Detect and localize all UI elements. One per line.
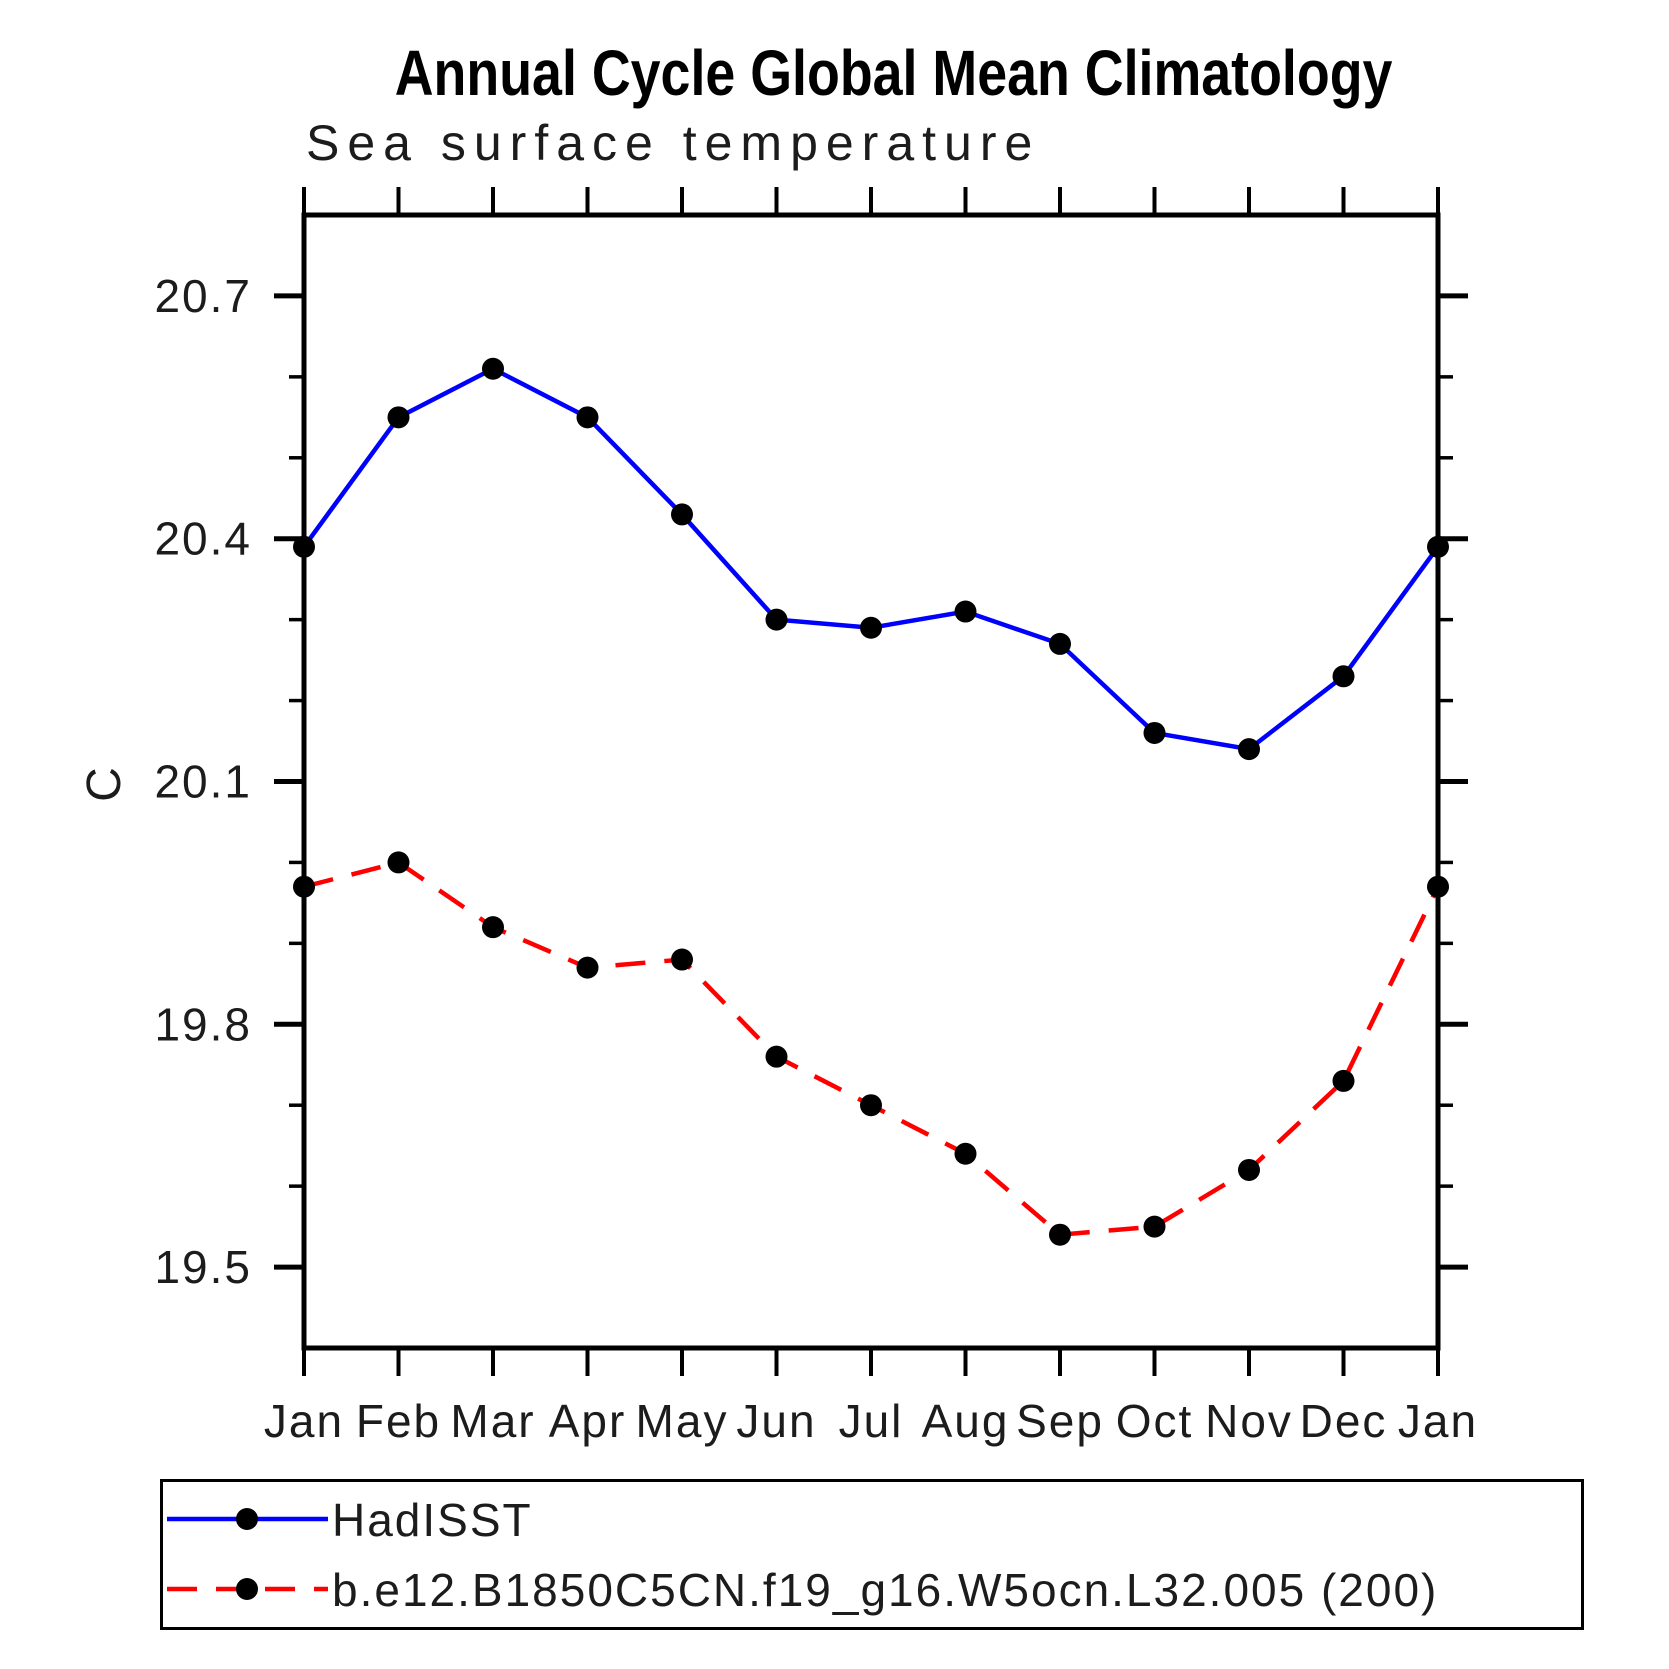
data-point-1-Apr <box>576 956 599 979</box>
data-point-1-Jan <box>293 875 315 898</box>
data-point-1-Jun <box>765 1045 788 1068</box>
data-point-1-Dec <box>1332 1069 1355 1092</box>
chart-title: Annual Cycle Global Mean Climatology <box>394 37 1393 109</box>
x-tick-label: Jul <box>839 1395 904 1447</box>
y-tick-label: 19.8 <box>154 998 252 1050</box>
legend-marker-hadisst <box>236 1508 258 1530</box>
y-tick-label: 20.1 <box>154 756 252 808</box>
legend-key-svg <box>167 1508 328 1600</box>
data-point-1-Nov <box>1238 1158 1260 1181</box>
data-point-1-Mar <box>482 916 504 939</box>
x-tick-label: Mar <box>450 1395 535 1447</box>
x-tick-label: Jan <box>264 1395 344 1447</box>
x-tick-label: Feb <box>356 1395 441 1447</box>
x-tick-label: Nov <box>1205 1395 1293 1447</box>
data-point-0-Feb <box>387 406 410 429</box>
data-point-0-Jul <box>860 616 882 639</box>
data-point-0-Oct <box>1143 721 1166 744</box>
data-point-1-Feb <box>387 851 410 874</box>
x-tick-label: May <box>636 1395 729 1447</box>
legend-label-model: b.e12.B1850C5CN.f19_g16.W5ocn.L32.005 (2… <box>332 1564 1439 1616</box>
data-point-1-Aug <box>954 1142 977 1165</box>
data-point-1-May <box>671 948 693 971</box>
x-tick-label: Jan <box>1398 1395 1478 1447</box>
series-line-0 <box>302 366 1440 752</box>
data-point-0-Mar <box>482 357 504 380</box>
y-tick-label: 20.7 <box>154 270 252 322</box>
legend: HadISST b.e12.B1850C5CN.f19_g16.W5ocn.L3… <box>160 1479 1584 1630</box>
data-point-0-Jan <box>1427 535 1449 558</box>
x-tick-label: Sep <box>1016 1395 1104 1447</box>
data-point-1-Oct <box>1143 1215 1166 1238</box>
data-point-1-Sep <box>1049 1223 1071 1246</box>
data-point-0-Nov <box>1238 738 1260 761</box>
data-point-0-Sep <box>1049 632 1071 655</box>
chart-subtitle: Sea surface temperature <box>306 115 1041 171</box>
x-tick-label: Dec <box>1300 1395 1388 1447</box>
x-tick-label: Aug <box>922 1395 1010 1447</box>
data-point-0-May <box>671 503 693 526</box>
legend-label-hadisst: HadISST <box>332 1494 533 1546</box>
data-point-0-Jan <box>293 535 315 558</box>
data-point-1-Jul <box>860 1094 882 1117</box>
data-point-0-Apr <box>576 406 599 429</box>
x-tick-label: Apr <box>549 1395 627 1447</box>
data-point-0-Jun <box>765 608 788 631</box>
data-point-1-Jan <box>1427 875 1449 898</box>
series-line-1 <box>303 859 1441 1238</box>
plot-frame <box>301 212 1441 1351</box>
legend-marker-model <box>236 1578 258 1600</box>
x-tick-label: Oct <box>1116 1395 1194 1447</box>
y-axis-unit-label: C <box>77 765 131 802</box>
x-tick-label: Jun <box>736 1395 816 1447</box>
data-point-0-Aug <box>954 600 977 623</box>
y-tick-label: 19.5 <box>154 1241 252 1293</box>
data-point-0-Dec <box>1332 665 1355 688</box>
y-tick-label: 20.4 <box>154 513 252 565</box>
